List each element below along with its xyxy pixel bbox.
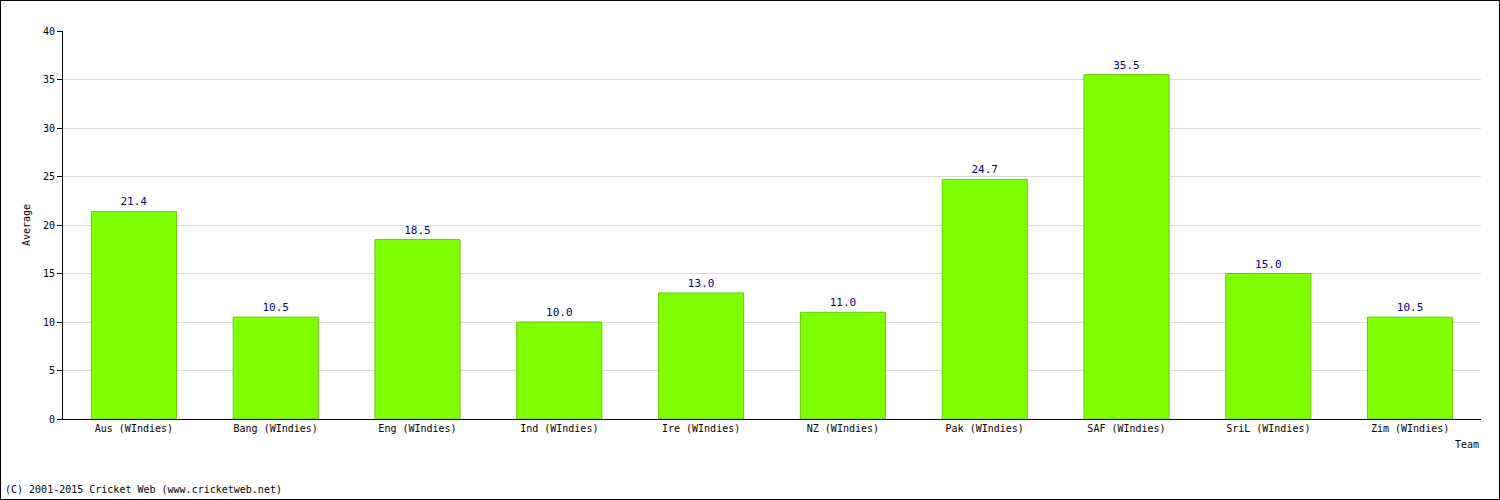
svg-text:Ind (WIndies): Ind (WIndies) (520, 423, 598, 434)
svg-text:Eng (WIndies): Eng (WIndies) (378, 423, 456, 434)
svg-text:Pak (WIndies): Pak (WIndies) (946, 423, 1024, 434)
svg-text:Ire (WIndies): Ire (WIndies) (662, 423, 740, 434)
svg-text:Zim (WIndies): Zim (WIndies) (1371, 423, 1449, 434)
svg-text:Average: Average (21, 204, 32, 246)
svg-text:15.0: 15.0 (1255, 258, 1282, 271)
svg-text:NZ (WIndies): NZ (WIndies) (807, 423, 879, 434)
svg-text:10: 10 (43, 317, 55, 328)
svg-text:40: 40 (43, 26, 55, 37)
svg-text:10.5: 10.5 (262, 301, 289, 314)
svg-text:20: 20 (43, 220, 55, 231)
svg-text:SAF (WIndies): SAF (WIndies) (1087, 423, 1165, 434)
svg-text:24.7: 24.7 (971, 163, 998, 176)
svg-text:Aus (WIndies): Aus (WIndies) (95, 423, 173, 434)
svg-text:11.0: 11.0 (830, 296, 857, 309)
svg-text:35.5: 35.5 (1113, 59, 1140, 72)
svg-text:21.4: 21.4 (120, 195, 147, 208)
svg-text:(C) 2001-2015 Cricket Web (www: (C) 2001-2015 Cricket Web (www.cricketwe… (5, 484, 282, 495)
svg-text:13.0: 13.0 (688, 277, 715, 290)
svg-text:15: 15 (43, 268, 55, 279)
svg-text:5: 5 (49, 365, 55, 376)
svg-text:10.0: 10.0 (546, 306, 573, 319)
svg-text:35: 35 (43, 74, 55, 85)
svg-text:0: 0 (49, 414, 55, 425)
svg-text:10.5: 10.5 (1397, 301, 1424, 314)
svg-text:30: 30 (43, 123, 55, 134)
svg-text:SriL (WIndies): SriL (WIndies) (1226, 423, 1310, 434)
svg-text:Bang (WIndies): Bang (WIndies) (234, 423, 318, 434)
svg-text:18.5: 18.5 (404, 224, 431, 237)
svg-text:25: 25 (43, 171, 55, 182)
svg-text:Team: Team (1455, 439, 1479, 450)
